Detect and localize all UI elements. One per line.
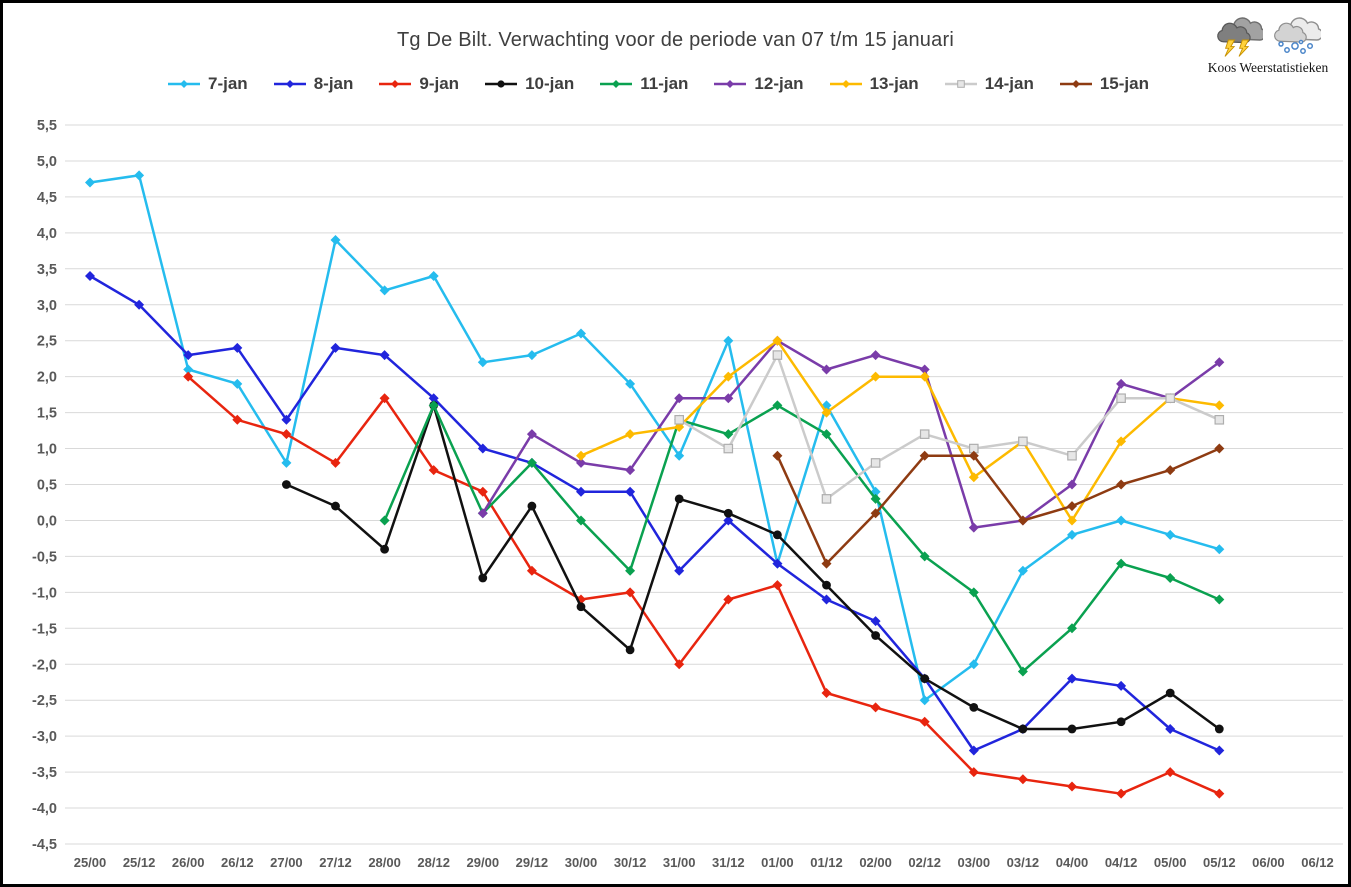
legend-marker-14-jan bbox=[944, 80, 977, 88]
svg-text:25/12: 25/12 bbox=[123, 855, 156, 870]
legend-item-12-jan: 12-jan bbox=[713, 74, 804, 94]
series-9-jan bbox=[183, 371, 1225, 799]
legend-item-7-jan: 7-jan bbox=[167, 74, 248, 94]
svg-text:-3,0: -3,0 bbox=[32, 729, 57, 745]
svg-text:-4,0: -4,0 bbox=[32, 801, 57, 817]
legend-marker-15-jan bbox=[1059, 80, 1092, 88]
svg-text:26/12: 26/12 bbox=[221, 855, 254, 870]
svg-text:28/12: 28/12 bbox=[417, 855, 450, 870]
svg-text:28/00: 28/00 bbox=[368, 855, 401, 870]
svg-text:27/00: 27/00 bbox=[270, 855, 303, 870]
series-12-jan bbox=[477, 335, 1225, 533]
svg-text:-0,5: -0,5 bbox=[32, 549, 57, 565]
legend-marker-12-jan bbox=[714, 80, 747, 88]
legend-label-11-jan: 11-jan bbox=[640, 74, 689, 93]
y-axis-labels: 5,5 5,0 4,5 4,0 3,5 3,0 2,5 2,0 1,5 1,0 0,5 0,0 -0,5… bbox=[32, 118, 57, 853]
legend-marker-13-jan bbox=[829, 80, 862, 88]
svg-text:1,5: 1,5 bbox=[37, 406, 57, 422]
svg-text:4,0: 4,0 bbox=[37, 226, 57, 242]
series-13-jan bbox=[576, 335, 1225, 526]
svg-text:25/00: 25/00 bbox=[74, 855, 107, 870]
svg-text:06/12: 06/12 bbox=[1301, 855, 1334, 870]
legend-item-10-jan: 10-jan bbox=[484, 74, 574, 94]
legend-label-14-jan: 14-jan bbox=[984, 74, 1034, 93]
svg-text:02/12: 02/12 bbox=[908, 855, 941, 870]
series-14-jan bbox=[674, 350, 1225, 504]
logo-icons bbox=[1200, 13, 1336, 59]
svg-text:05/00: 05/00 bbox=[1154, 855, 1187, 870]
legend-marker-7-jan bbox=[168, 80, 201, 88]
legend-label-12-jan: 12-jan bbox=[754, 74, 804, 93]
line-chart: 5,5 5,0 4,5 4,0 3,5 3,0 2,5 2,0 1,5 1,0 0,5 0,0 -0,5… bbox=[32, 118, 1343, 870]
svg-text:04/12: 04/12 bbox=[1105, 855, 1138, 870]
svg-text:30/12: 30/12 bbox=[614, 855, 647, 870]
svg-text:-3,5: -3,5 bbox=[32, 765, 57, 781]
svg-text:03/00: 03/00 bbox=[958, 855, 991, 870]
svg-text:30/00: 30/00 bbox=[565, 855, 598, 870]
legend-label-13-jan: 13-jan bbox=[869, 74, 919, 93]
svg-text:2,5: 2,5 bbox=[37, 334, 57, 350]
svg-text:01/12: 01/12 bbox=[810, 855, 843, 870]
svg-text:-1,5: -1,5 bbox=[32, 621, 57, 637]
legend-label-7-jan: 7-jan bbox=[208, 74, 248, 93]
x-axis-labels: 25/00 25/12 26/00 26/12 27/00 27/12 28/00 28/12… bbox=[74, 855, 1334, 870]
svg-text:4,5: 4,5 bbox=[37, 190, 57, 206]
svg-text:3,0: 3,0 bbox=[37, 298, 57, 314]
legend-label-15-jan: 15-jan bbox=[1099, 74, 1149, 93]
legend-marker-8-jan bbox=[273, 80, 306, 88]
svg-text:0,0: 0,0 bbox=[37, 513, 57, 529]
svg-text:29/00: 29/00 bbox=[467, 855, 500, 870]
svg-text:29/12: 29/12 bbox=[516, 855, 549, 870]
logo: Koos Weerstatistieken bbox=[1200, 13, 1336, 76]
snow-cloud-icon bbox=[1274, 17, 1321, 54]
svg-text:31/00: 31/00 bbox=[663, 855, 696, 870]
svg-text:27/12: 27/12 bbox=[319, 855, 352, 870]
legend-item-9-jan: 9-jan bbox=[378, 74, 459, 94]
legend-item-13-jan: 13-jan bbox=[829, 74, 919, 94]
svg-text:05/12: 05/12 bbox=[1203, 855, 1236, 870]
legend-label-9-jan: 9-jan bbox=[419, 74, 460, 93]
series-8-jan bbox=[85, 270, 1225, 756]
svg-text:31/12: 31/12 bbox=[712, 855, 745, 870]
series-15-jan bbox=[772, 443, 1225, 569]
svg-text:5,5: 5,5 bbox=[37, 118, 57, 134]
svg-text:2,0: 2,0 bbox=[37, 370, 57, 386]
legend-item-14-jan: 14-jan bbox=[944, 74, 1034, 94]
svg-text:-2,0: -2,0 bbox=[32, 657, 57, 673]
legend-item-11-jan: 11-jan bbox=[599, 74, 688, 94]
svg-text:5,0: 5,0 bbox=[37, 154, 57, 170]
svg-text:26/00: 26/00 bbox=[172, 855, 205, 870]
series-10-jan bbox=[282, 401, 1224, 734]
legend-label-8-jan: 8-jan bbox=[313, 74, 354, 93]
svg-text:1,0: 1,0 bbox=[37, 442, 57, 458]
svg-text:-2,5: -2,5 bbox=[32, 693, 57, 709]
legend-marker-10-jan bbox=[485, 80, 518, 88]
chart-legend: 7-jan 8-jan 9-jan 10-jan 11-jan 12-jan 13-jan 1… bbox=[33, 74, 1283, 94]
svg-text:04/00: 04/00 bbox=[1056, 855, 1089, 870]
legend-item-8-jan: 8-jan bbox=[273, 74, 354, 94]
svg-text:-1,0: -1,0 bbox=[32, 585, 57, 601]
gridlines bbox=[65, 124, 1343, 845]
storm-cloud-icon bbox=[1217, 17, 1263, 57]
svg-text:02/00: 02/00 bbox=[859, 855, 892, 870]
svg-text:03/12: 03/12 bbox=[1007, 855, 1040, 870]
chart-title: Tg De Bilt. Verwachting voor de periode … bbox=[397, 29, 954, 51]
legend-item-15-jan: 15-jan bbox=[1059, 74, 1149, 94]
legend-label-10-jan: 10-jan bbox=[525, 74, 575, 93]
svg-text:01/00: 01/00 bbox=[761, 855, 794, 870]
logo-caption: Koos Weerstatistieken bbox=[1207, 60, 1329, 75]
legend-marker-11-jan bbox=[600, 80, 633, 88]
legend-marker-9-jan bbox=[379, 80, 412, 88]
svg-text:3,5: 3,5 bbox=[37, 262, 57, 278]
series-7-jan bbox=[85, 170, 1225, 706]
svg-text:06/00: 06/00 bbox=[1252, 855, 1285, 870]
series-11-jan bbox=[379, 400, 1225, 677]
svg-text:-4,5: -4,5 bbox=[32, 837, 57, 853]
svg-text:0,5: 0,5 bbox=[37, 478, 57, 494]
